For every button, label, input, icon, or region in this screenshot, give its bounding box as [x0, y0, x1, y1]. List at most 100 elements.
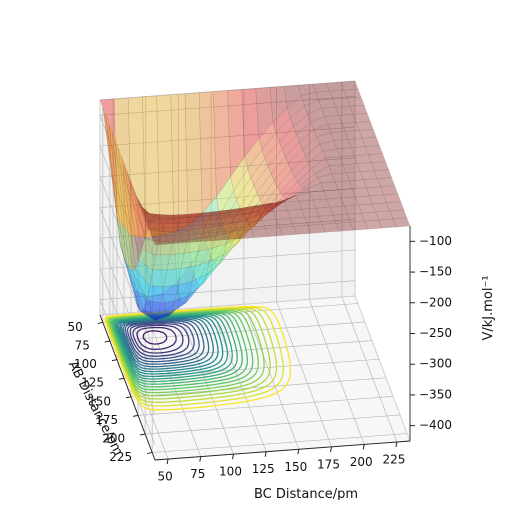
- surface-patch: [392, 217, 411, 228]
- surface-patch: [336, 147, 355, 157]
- surface-patch: [338, 114, 357, 124]
- surface-patch: [184, 92, 203, 226]
- surface-patch: [250, 157, 269, 187]
- surface-patch: [276, 218, 294, 228]
- x-tick-label: 50: [68, 320, 83, 334]
- surface-patch: [247, 220, 266, 230]
- surface-patch: [304, 100, 322, 115]
- surface-patch: [247, 149, 266, 179]
- surface-patch: [232, 212, 251, 224]
- surface-patch: [134, 289, 152, 317]
- y-tick-label: 200: [350, 455, 373, 469]
- surface-patch: [346, 96, 365, 107]
- surface-patch: [350, 220, 368, 231]
- surface-patch: [167, 214, 186, 219]
- surface-patch: [342, 163, 361, 174]
- surface-patch: [320, 181, 339, 192]
- x-tick: [104, 340, 110, 343]
- x-axis-label: AB Distance/pm: [65, 359, 126, 459]
- contour-line: [121, 318, 210, 368]
- surface-patch: [163, 268, 182, 288]
- surface-patch: [175, 221, 194, 232]
- surface-patch: [319, 140, 338, 152]
- contour-line: [129, 323, 190, 357]
- surface-patch: [201, 225, 219, 239]
- surface-patch: [219, 190, 237, 225]
- surface-patch: [252, 203, 271, 209]
- surface-patch: [150, 217, 169, 225]
- surface-patch: [237, 225, 256, 244]
- surface-patch: [331, 172, 350, 183]
- surface-patch: [254, 210, 273, 226]
- surface-patch: [147, 222, 166, 232]
- surface-patch: [178, 216, 197, 224]
- surface-patch: [180, 233, 198, 244]
- surface-patch: [143, 300, 162, 316]
- surface-patch: [344, 130, 363, 140]
- surface-patch: [315, 206, 334, 217]
- surface-patch: [112, 132, 130, 269]
- surface-patch: [303, 177, 322, 190]
- x-tick: [118, 377, 125, 380]
- surface-patch: [121, 156, 139, 269]
- z-tick-label: −400: [419, 418, 452, 432]
- y-tick-label: 50: [157, 470, 172, 484]
- surface-patch: [352, 112, 371, 123]
- surface-patch: [162, 226, 181, 237]
- surface-patch: [364, 219, 382, 230]
- surface-patch: [141, 238, 160, 256]
- y-tick: [166, 458, 169, 465]
- surface-patch: [218, 215, 237, 227]
- x-tick: [125, 396, 132, 399]
- surface-patch: [227, 207, 246, 215]
- surface-patch: [195, 247, 213, 267]
- surface-patch: [353, 154, 372, 164]
- surface-patch: [285, 185, 304, 199]
- surface-patch: [258, 121, 277, 151]
- surface-patch: [318, 98, 337, 109]
- surface-patch: [177, 265, 196, 286]
- surface-patch: [230, 156, 249, 192]
- surface-patch: [386, 201, 405, 212]
- surface-patch: [148, 227, 167, 238]
- surface-patch: [223, 235, 242, 256]
- surface-patch: [120, 245, 138, 307]
- surface-patch: [151, 310, 170, 321]
- surface-patch: [182, 282, 201, 304]
- surface-patch: [244, 212, 263, 222]
- surface-patch: [222, 199, 240, 233]
- y-tick-label: 125: [252, 462, 275, 476]
- surface-patch: [149, 269, 168, 288]
- surface-patch: [209, 243, 227, 262]
- surface-patch: [118, 148, 136, 272]
- surface-patch: [152, 254, 171, 271]
- surface-patch: [264, 140, 283, 167]
- surface-patch: [204, 218, 223, 229]
- surface-patch: [208, 231, 227, 242]
- surface-patch: [335, 105, 354, 116]
- surface-patch: [153, 214, 172, 219]
- y-tick: [264, 451, 267, 457]
- surface-patch: [267, 200, 285, 206]
- surface-patch: [314, 165, 333, 178]
- surface-patch: [113, 97, 132, 237]
- surface-patch: [216, 214, 235, 224]
- x-tick-label: 200: [102, 432, 125, 446]
- surface-patch: [329, 89, 348, 100]
- surface-patch: [196, 257, 215, 287]
- surface-patch: [343, 88, 362, 99]
- y-tick-label: 175: [317, 457, 340, 471]
- surface-patch: [230, 213, 249, 223]
- surface-patch: [142, 95, 160, 238]
- surface-patch: [166, 253, 185, 271]
- surface-patch: [201, 196, 220, 241]
- surface-patch: [335, 221, 354, 232]
- surface-patch: [191, 261, 210, 282]
- x-gridline: [138, 396, 394, 416]
- surface-patch: [170, 93, 189, 233]
- surface-patch: [225, 207, 244, 239]
- surface-patch: [321, 222, 340, 233]
- surface-patch: [188, 216, 206, 226]
- surface-patch: [165, 234, 184, 245]
- surface-patch: [307, 108, 325, 123]
